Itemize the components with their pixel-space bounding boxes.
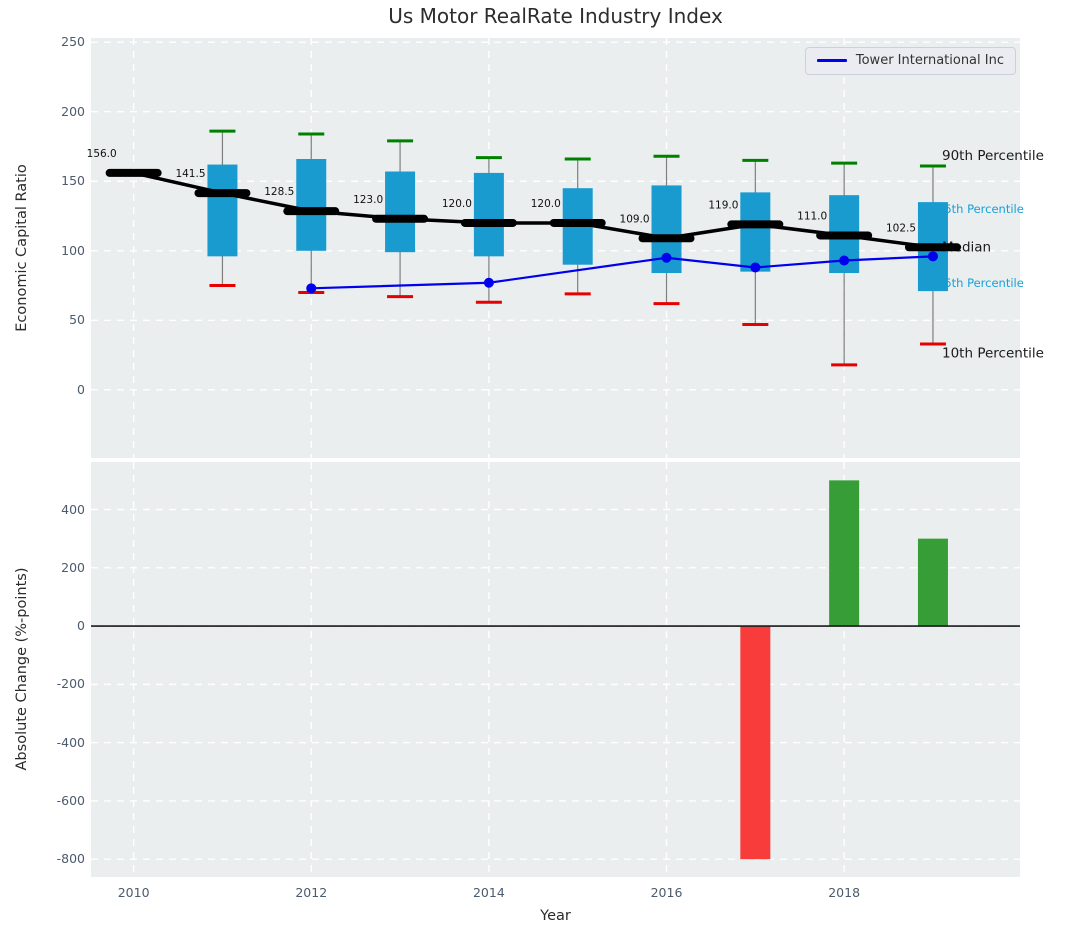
- median-value-label-2011: 141.5: [175, 168, 205, 180]
- company-line: [311, 255, 934, 290]
- bottom-ytick-0: 0: [77, 618, 85, 634]
- percentile-label-major: 10th Percentile: [942, 345, 1044, 361]
- bar-canvas: [91, 462, 1020, 877]
- top-y-axis-label: Economic Capital Ratio: [14, 164, 30, 332]
- median-value-label-2017: 119.0: [708, 199, 738, 211]
- legend-line-swatch: [816, 59, 847, 62]
- box-2017: [740, 192, 771, 272]
- percentile-label-major: 90th Percentile: [942, 148, 1044, 164]
- percentile-label-minor: 25th Percentile: [937, 276, 1024, 290]
- bar-2018: [829, 480, 860, 627]
- xtick-2012: 2012: [295, 885, 328, 900]
- box-2014: [473, 172, 504, 257]
- legend-label: Tower International Inc: [855, 53, 1004, 68]
- company-point-2014: [483, 277, 494, 288]
- median-value-label-2014: 120.0: [442, 198, 472, 210]
- bottom-plot-area: [91, 462, 1020, 877]
- box-2011: [207, 164, 238, 257]
- median-value-label-2013: 123.0: [353, 194, 383, 206]
- bottom-ytick-200: 200: [61, 559, 85, 575]
- bottom-ytick--200: -200: [56, 676, 85, 692]
- bottom-ytick--800: -800: [56, 851, 85, 867]
- median-value-label-2010: 156.0: [87, 148, 117, 160]
- bar-2017: [740, 626, 771, 860]
- xtick-2014: 2014: [472, 885, 505, 900]
- top-ytick-0: 0: [77, 381, 85, 397]
- bottom-ytick-400: 400: [61, 501, 85, 517]
- bar-2019: [917, 538, 948, 627]
- top-plot-area: 75th Percentile 25th Percentile 90th Perce…: [87, 38, 1044, 458]
- boxplot-canvas: 75th Percentile 25th Percentile 90th Perce…: [87, 38, 1044, 458]
- median-line: [133, 171, 934, 250]
- top-ytick-50: 50: [69, 312, 85, 328]
- legend: Tower International Inc: [804, 47, 1016, 75]
- xtick-2018: 2018: [828, 885, 861, 900]
- chart-title: Us Motor RealRate Industry Index: [388, 4, 723, 28]
- bottom-ytick--400: -400: [56, 734, 85, 750]
- company-point-2019: [927, 251, 938, 262]
- percentile-label-minor: 75th Percentile: [937, 202, 1024, 216]
- top-ytick-250: 250: [61, 34, 85, 50]
- bottom-ytick--600: -600: [56, 792, 85, 808]
- top-ytick-100: 100: [61, 242, 85, 258]
- box-2012: [296, 158, 327, 251]
- xtick-2010: 2010: [117, 885, 150, 900]
- median-value-label-2018: 111.0: [797, 210, 827, 222]
- median-value-label-2016: 109.0: [620, 213, 650, 225]
- bottom-y-axis-label: Absolute Change (%-points): [14, 567, 30, 771]
- median-value-label-2019: 102.5: [886, 222, 916, 234]
- company-point-2017: [750, 262, 761, 273]
- top-ytick-150: 150: [61, 173, 85, 189]
- xtick-2016: 2016: [650, 885, 683, 900]
- top-ytick-200: 200: [61, 103, 85, 119]
- company-point-2018: [839, 255, 850, 266]
- box-2013: [385, 171, 416, 253]
- median-value-label-2015: 120.0: [531, 198, 561, 210]
- median-value-label-2012: 128.5: [264, 186, 294, 198]
- x-axis-label: Year: [540, 908, 571, 924]
- company-point-2016: [661, 252, 672, 263]
- company-point-2012: [306, 283, 317, 294]
